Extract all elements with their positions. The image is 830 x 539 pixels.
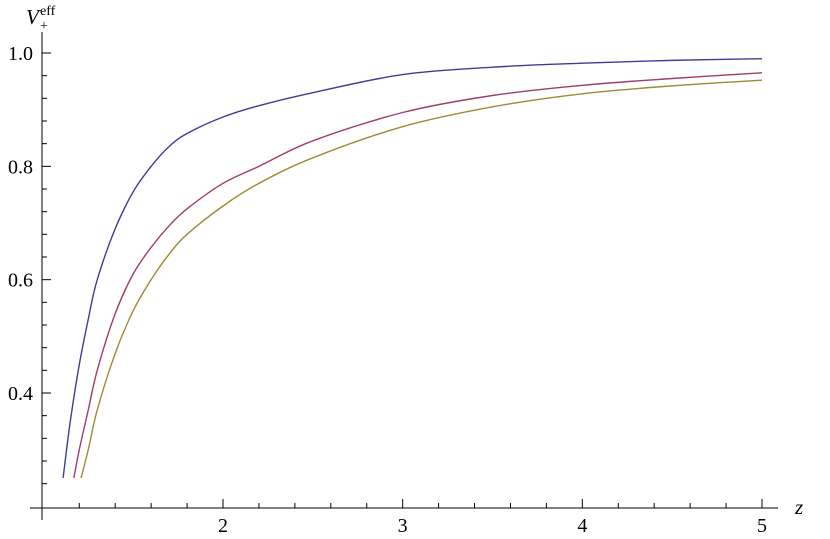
axes: [30, 32, 778, 520]
y-axis-label-subscript: +: [40, 19, 48, 34]
x-tick-label: 5: [757, 515, 767, 537]
x-tick-label: 3: [398, 515, 408, 537]
x-axis-label: z: [794, 495, 803, 519]
y-tick-label: 1.0: [8, 43, 33, 65]
y-tick-label: 0.4: [8, 383, 33, 405]
y-tick-label: 0.6: [8, 270, 33, 292]
series-line-2: [73, 72, 763, 479]
y-axis-label-base: V: [26, 5, 41, 29]
series-line-3: [80, 79, 763, 479]
x-tick-label: 4: [577, 515, 587, 537]
series-line-1: [62, 57, 763, 479]
x-ticks: 2 3 4 5: [78, 499, 767, 537]
y-axis-label: V eff +: [26, 4, 56, 34]
y-axis-label-superscript: eff: [40, 4, 56, 19]
x-tick-label: 2: [218, 515, 228, 537]
series-group: [62, 57, 763, 479]
y-tick-label: 0.8: [8, 156, 33, 178]
y-ticks: 0.4 0.6 0.8 1.0: [8, 43, 51, 485]
